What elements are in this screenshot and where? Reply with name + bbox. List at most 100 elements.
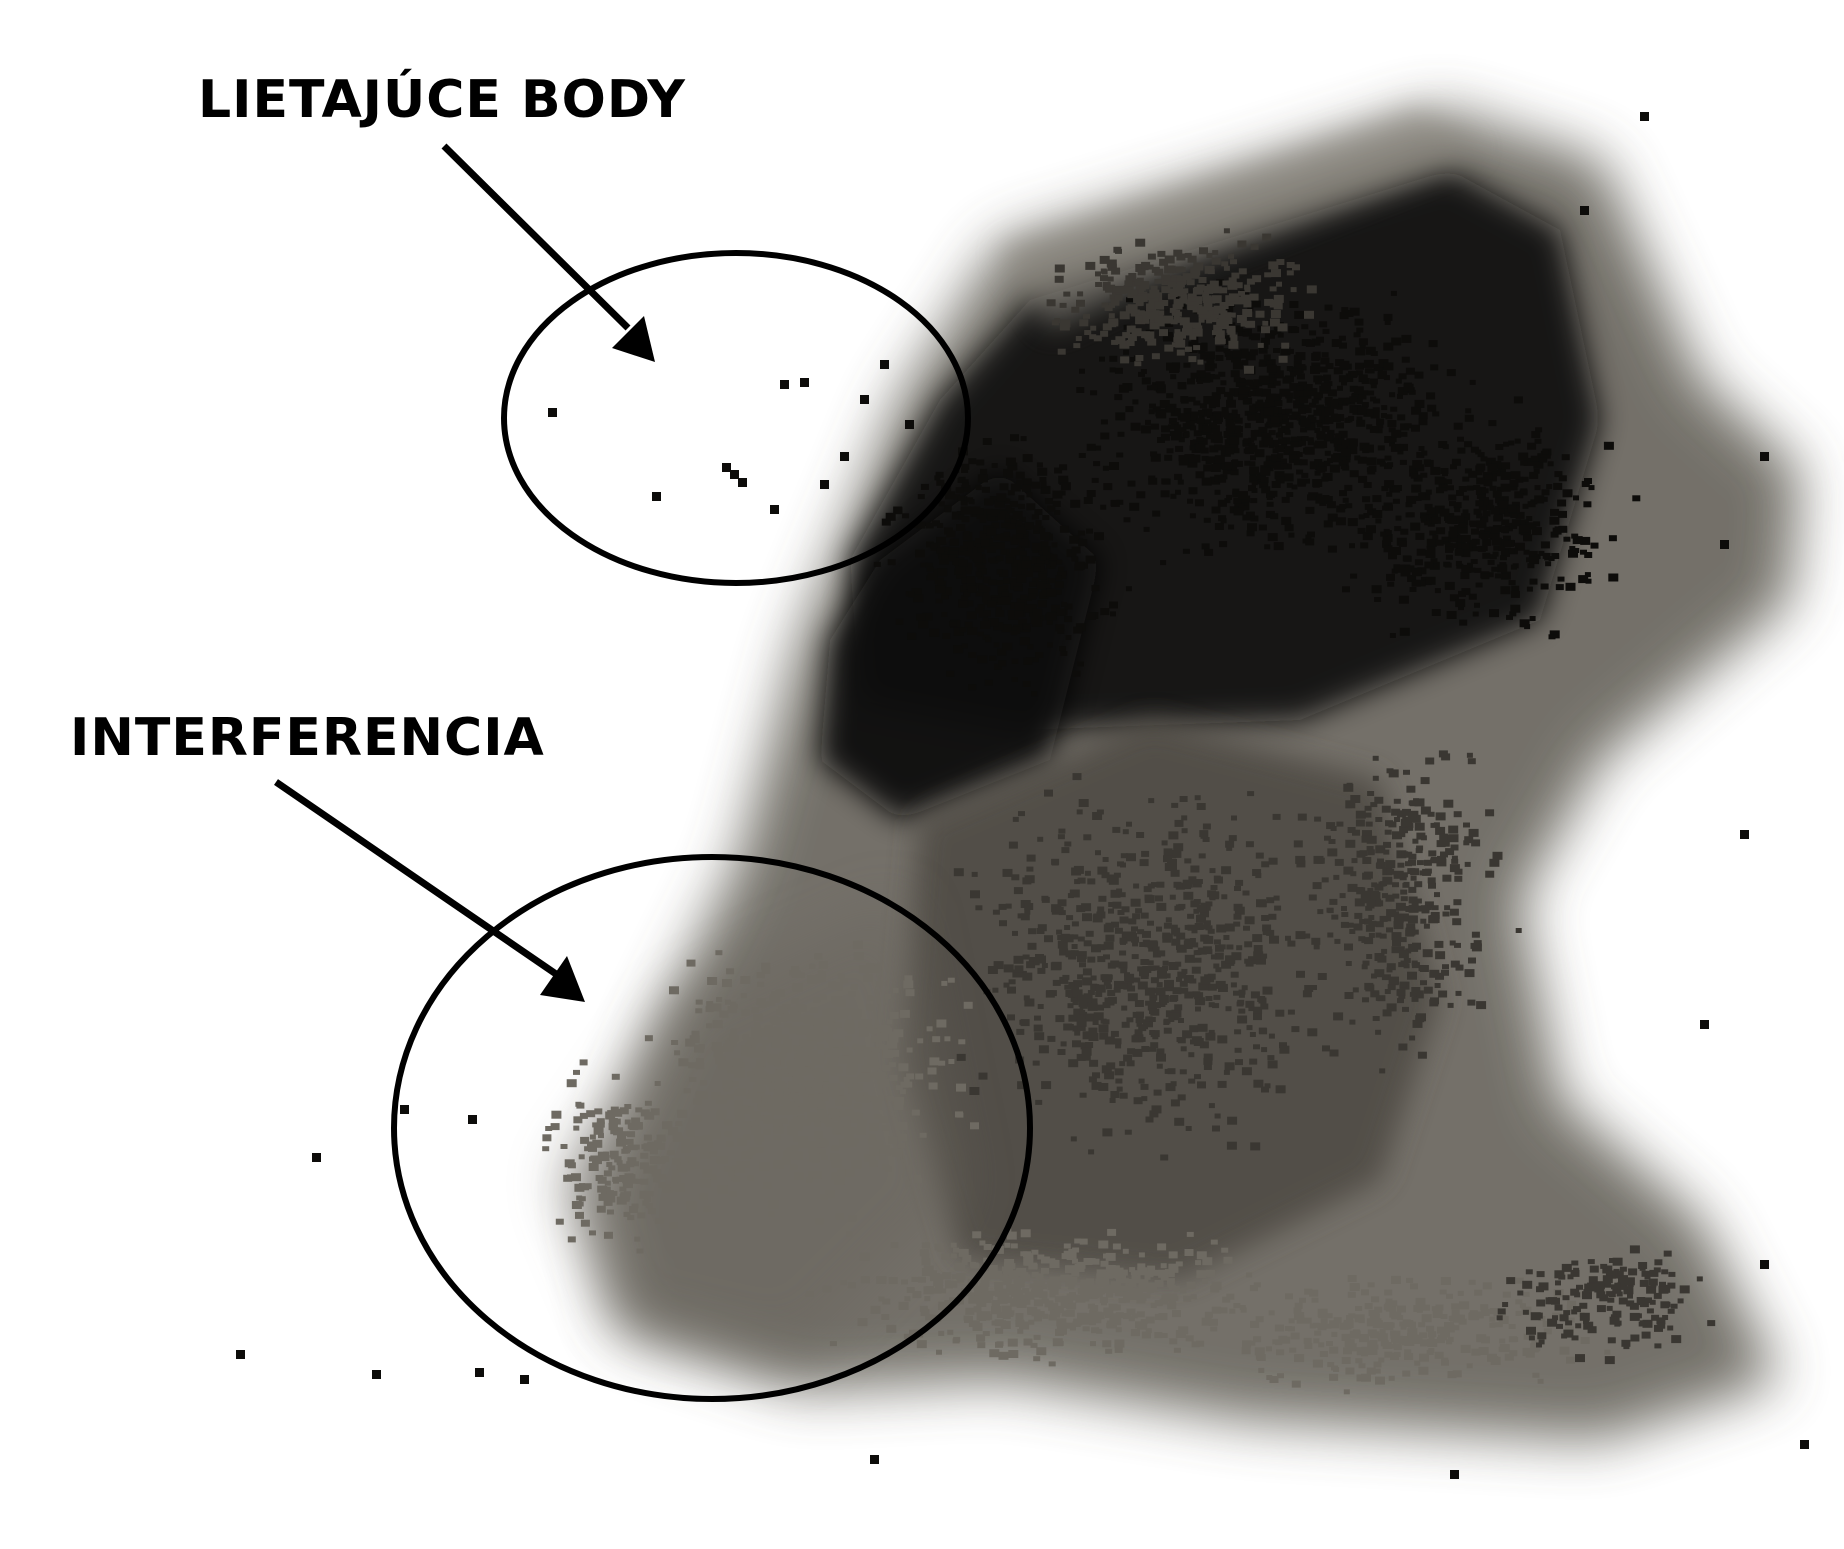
point xyxy=(745,1106,754,1114)
point xyxy=(967,627,978,635)
point xyxy=(756,1092,765,1099)
point xyxy=(1032,1060,1040,1066)
point xyxy=(1158,994,1169,1003)
point xyxy=(1354,455,1361,461)
point xyxy=(1161,478,1170,485)
point xyxy=(1227,327,1236,334)
point xyxy=(1188,356,1197,363)
point xyxy=(928,1082,938,1090)
point xyxy=(1358,936,1366,942)
point xyxy=(887,559,896,566)
point xyxy=(1487,559,1495,565)
point xyxy=(963,1315,970,1321)
point xyxy=(815,974,826,983)
point xyxy=(741,1009,750,1016)
point xyxy=(1388,1375,1395,1381)
point xyxy=(771,991,780,998)
point xyxy=(1423,459,1431,465)
point xyxy=(1526,586,1533,592)
point xyxy=(626,1161,635,1168)
point xyxy=(658,1182,666,1188)
point xyxy=(964,621,973,628)
point xyxy=(1364,444,1374,453)
point xyxy=(921,1268,932,1276)
point xyxy=(1057,935,1065,940)
point xyxy=(1203,464,1213,472)
point xyxy=(1312,1359,1323,1368)
point xyxy=(1649,1269,1659,1277)
point xyxy=(1163,1018,1171,1024)
point xyxy=(686,959,696,967)
point xyxy=(994,1282,1004,1289)
point xyxy=(994,499,1005,508)
point xyxy=(1100,608,1110,616)
point xyxy=(1091,585,1100,592)
point xyxy=(726,968,735,975)
point xyxy=(1604,1356,1615,1365)
point xyxy=(783,1102,791,1107)
point xyxy=(1497,455,1504,461)
point xyxy=(1554,1304,1563,1311)
point xyxy=(1422,949,1433,958)
point xyxy=(1194,795,1201,801)
point xyxy=(736,1161,743,1167)
point xyxy=(1112,1318,1122,1326)
point xyxy=(1367,1340,1376,1347)
point xyxy=(828,1026,837,1033)
point xyxy=(1393,1335,1404,1344)
point xyxy=(1304,1343,1313,1349)
point xyxy=(1228,293,1239,302)
point xyxy=(858,1021,867,1028)
point xyxy=(1583,1289,1590,1294)
point xyxy=(643,1167,652,1174)
point xyxy=(1489,554,1497,560)
point xyxy=(970,890,980,899)
point xyxy=(1184,1249,1194,1256)
point xyxy=(1203,396,1214,404)
point xyxy=(1580,536,1591,545)
point xyxy=(1372,775,1379,781)
point xyxy=(1173,881,1182,888)
point xyxy=(1285,422,1294,429)
point xyxy=(1495,497,1504,504)
point xyxy=(1238,392,1249,401)
point xyxy=(1358,1363,1366,1369)
point xyxy=(1130,1270,1138,1276)
point xyxy=(1387,984,1396,991)
point xyxy=(906,1073,915,1080)
point xyxy=(677,1109,688,1118)
point xyxy=(1370,892,1381,900)
point xyxy=(1587,1326,1597,1334)
point xyxy=(1044,1300,1054,1308)
point xyxy=(1177,479,1184,485)
point xyxy=(691,1030,700,1037)
point xyxy=(1016,526,1027,535)
point xyxy=(1061,601,1068,607)
point xyxy=(899,1009,910,1018)
point xyxy=(1073,626,1083,634)
point xyxy=(589,1134,596,1140)
point xyxy=(747,1071,755,1077)
point xyxy=(1542,449,1549,455)
point xyxy=(904,1296,911,1302)
point xyxy=(1444,1322,1454,1331)
point xyxy=(1317,909,1324,915)
point xyxy=(1150,285,1158,291)
point xyxy=(1349,929,1356,934)
point xyxy=(1451,458,1461,466)
point xyxy=(893,506,903,514)
point xyxy=(763,1129,771,1135)
point xyxy=(983,508,993,516)
point xyxy=(1123,517,1131,523)
point xyxy=(781,1068,789,1074)
point xyxy=(1563,1310,1571,1316)
point xyxy=(1092,1020,1099,1025)
point xyxy=(689,1077,697,1082)
point xyxy=(956,1273,966,1281)
point xyxy=(1275,1340,1283,1346)
point xyxy=(1537,1332,1547,1340)
point xyxy=(1391,932,1402,941)
point xyxy=(1355,810,1366,819)
point xyxy=(1161,840,1168,846)
point xyxy=(1289,1347,1297,1353)
